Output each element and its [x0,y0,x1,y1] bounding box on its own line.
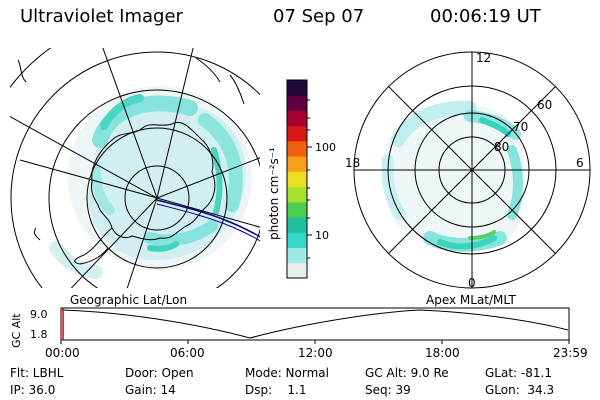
colorbar-band [287,186,307,203]
apex-caption: Apex MLat/MLT [426,293,516,307]
colorbar-band [287,95,307,111]
mlt-label-18: 18 [345,156,360,170]
colorbar-label: photon cm⁻²s⁻¹ [267,147,281,240]
mlat-label-80: 80 [494,140,509,154]
colorbar-band [287,140,307,157]
colorbar: 100 10 photon cm⁻²s⁻¹ [267,79,336,279]
colorbar-band [287,247,307,264]
aurora-emission-right [381,100,525,252]
info-ip: IP: 36.0 [10,383,55,397]
time-label: 00:06:19 UT [430,6,541,27]
info-gc-alt: GC Alt: 9.0 Re [365,366,449,380]
timeline-xtick-2359: 23:59 [553,346,588,360]
info-mode: Mode: Normal [245,366,329,380]
timeline-xtick-1200: 12:00 [298,346,333,360]
timeline-xtick-0600: 06:00 [170,346,205,360]
info-glon: GLon: 34.3 [485,383,554,397]
timeline-xtick-1800: 18:00 [425,346,460,360]
info-panel: Flt: LBHL Door: Open Mode: Normal GC Alt… [10,366,554,397]
colorbar-band [287,201,307,218]
colorbar-band [287,110,307,127]
colorbar-band [287,262,307,279]
magnetic-map: 12 18 6 0 60 70 80 [345,51,591,290]
colorbar-tick-10: 10 [315,229,329,242]
geographic-caption: Geographic Lat/Lon [70,293,187,307]
mlt-label-6: 6 [576,156,584,170]
geographic-map [10,48,260,288]
colorbar-band [287,217,307,233]
timeline-axis-label: GC Alt [10,313,23,348]
info-filter: Flt: LBHL [10,366,64,380]
timeline-frame [60,307,570,341]
altitude-timeline: GC Alt 9.0 1.8 00:00 06:00 12:00 18:00 2… [10,307,588,360]
info-door: Door: Open [125,366,194,380]
info-gain: Gain: 14 [125,383,176,397]
date-label: 07 Sep 07 [273,6,365,27]
info-seq: Seq: 39 [365,383,411,397]
colorbar-band [287,171,307,188]
altitude-curve [61,309,569,339]
colorbar-band [287,125,307,142]
colorbar-tick-100: 100 [315,141,336,154]
aurora-emission-left [49,86,252,279]
info-dsp: Dsp: 1.1 [245,383,307,397]
colorbar-band [287,80,307,96]
mlat-label-70: 70 [513,120,528,134]
timeline-ytick-low: 1.8 [30,328,48,341]
instrument-title: Ultraviolet Imager [20,6,183,27]
info-glat: GLat: -81.1 [485,366,552,380]
mlt-label-0: 0 [468,276,476,290]
mlt-label-12: 12 [476,51,491,65]
mlat-label-60: 60 [537,98,552,112]
colorbar-band [287,156,307,172]
satellite-track [156,199,260,238]
timeline-xtick-0000: 00:00 [45,346,80,360]
colorbar-band [287,232,307,249]
timeline-ytick-high: 9.0 [30,308,48,321]
